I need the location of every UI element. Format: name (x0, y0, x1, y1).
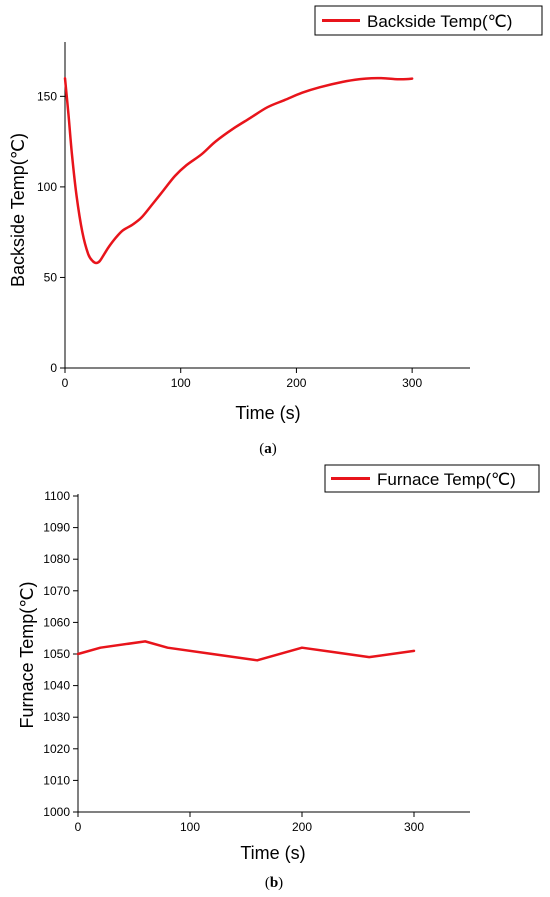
series-line-furnace-temp (76, 640, 416, 662)
x-tick-label: 300 (404, 820, 424, 834)
y-tick-label: 1020 (43, 742, 70, 756)
legend: Backside Temp(℃) (314, 5, 543, 36)
y-tick-label: 1060 (43, 615, 70, 629)
panel-label-letter: b (270, 875, 278, 891)
panel-label-a: (a) (259, 441, 277, 457)
y-tick-label: 1080 (43, 552, 70, 566)
y-tick-label: 1030 (43, 710, 70, 724)
y-tick-label: 1070 (43, 584, 70, 598)
legend-label: Furnace Temp(℃) (377, 470, 516, 489)
x-tick-label: 100 (171, 376, 191, 390)
x-axis-label: Time (s) (240, 843, 305, 863)
legend: Furnace Temp(℃) (324, 464, 540, 493)
y-tick-label: 1100 (44, 489, 70, 503)
x-tick-label: 0 (75, 820, 82, 834)
y-tick-label: 1040 (43, 679, 70, 693)
y-tick-label: 100 (37, 180, 57, 194)
y-tick-label: 1000 (43, 805, 70, 819)
panel-label-open: ( (259, 441, 264, 457)
y-axis-label: Furnace Temp(℃) (17, 582, 37, 729)
x-axis-label: Time (s) (235, 403, 300, 423)
y-axis-label: Backside Temp(℃) (8, 133, 28, 287)
y-tick-label: 1010 (43, 773, 70, 787)
x-tick-label: 100 (180, 820, 200, 834)
panel-label-close: ) (278, 875, 283, 891)
panel-a: Backside Temp(℃) 0 100 200 300 0 50 100 150 Ti… (8, 5, 543, 457)
y-tick-label: 150 (37, 89, 57, 103)
panel-label-b: (b) (265, 875, 283, 891)
series-line-backside-temp (63, 76, 414, 265)
panel-label-letter: a (264, 441, 272, 457)
legend-label: Backside Temp(℃) (367, 12, 512, 31)
x-tick-label: 200 (286, 376, 306, 390)
y-tick-label: 50 (44, 270, 58, 284)
x-tick-label: 300 (402, 376, 422, 390)
y-tick-label: 1050 (43, 647, 70, 661)
y-tick-label: 0 (50, 361, 57, 375)
panel-b: Furnace Temp(℃) 0 100 200 300 1000 1010 1020 1… (17, 464, 540, 891)
x-tick-label: 200 (292, 820, 312, 834)
panel-label-open: ( (265, 875, 270, 891)
x-tick-label: 0 (62, 376, 69, 390)
y-tick-label: 1090 (43, 521, 70, 535)
panel-label-close: ) (272, 441, 277, 457)
